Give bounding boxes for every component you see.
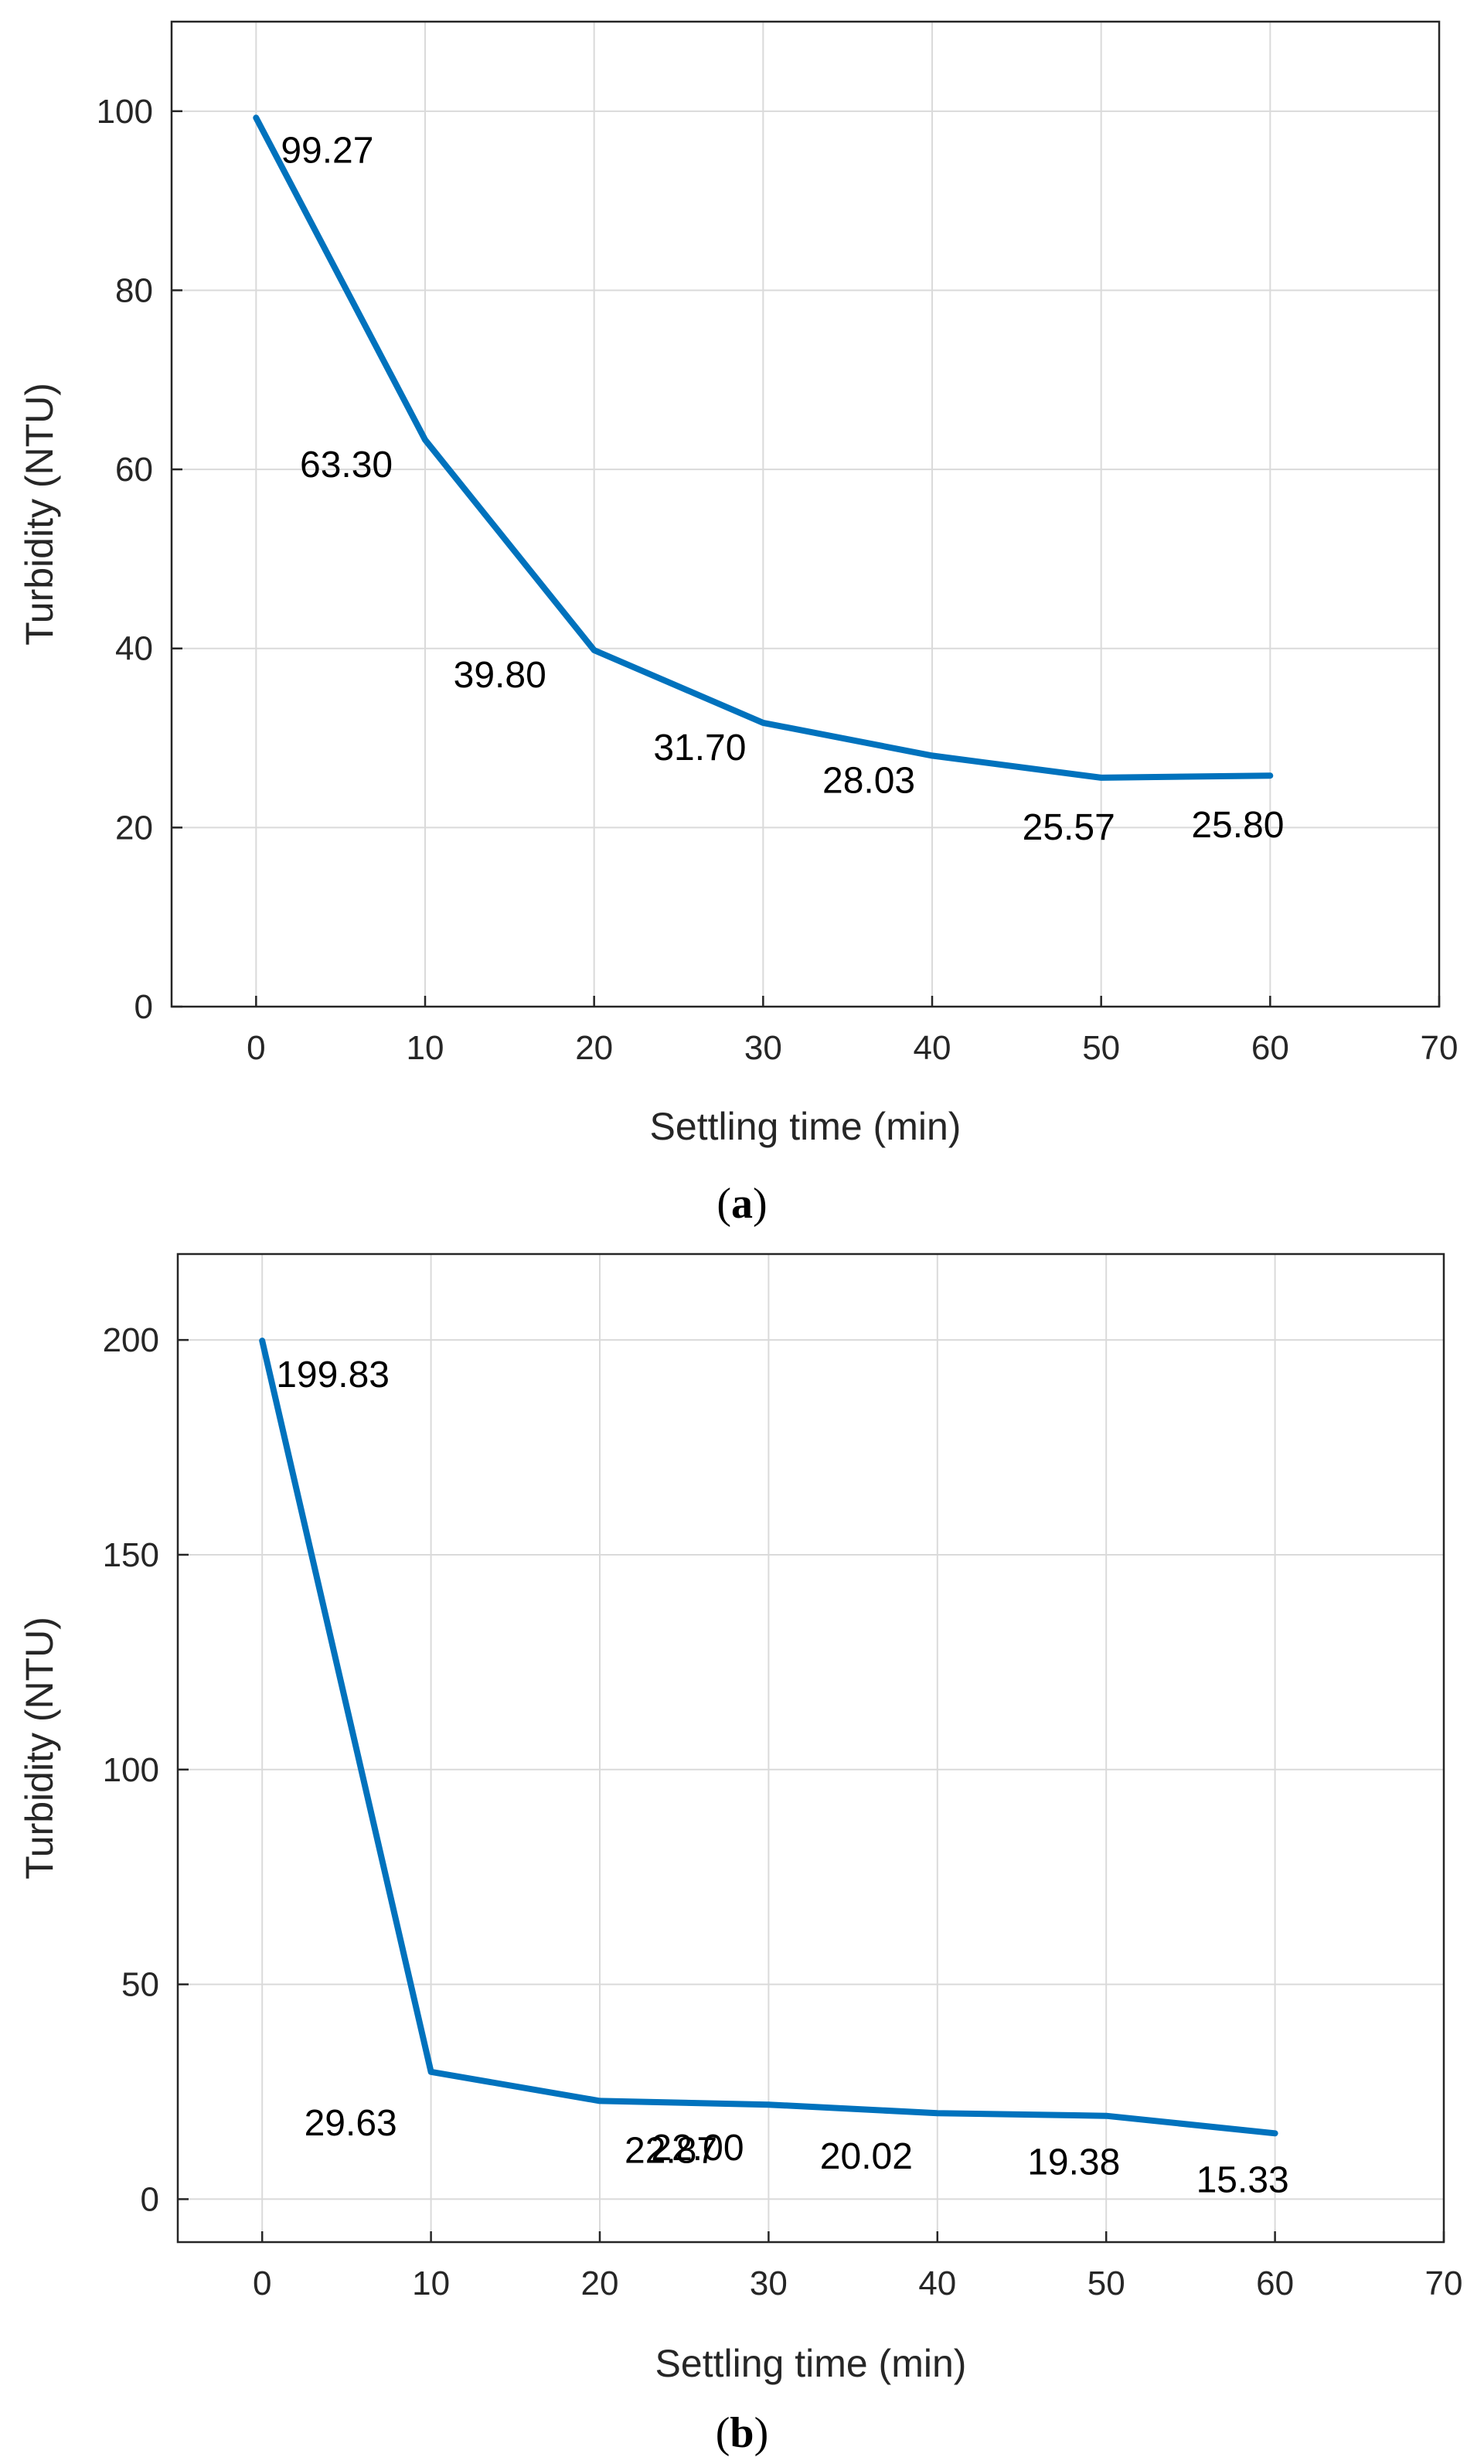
x-tick-label: 70 [1421, 1029, 1458, 1067]
caption-b: (b) [716, 2409, 768, 2457]
x-tick-label: 10 [407, 1029, 444, 1067]
x-tick-label: 0 [253, 2265, 271, 2302]
data-label: 31.70 [653, 728, 746, 769]
x-tick-label: 20 [575, 1029, 613, 1067]
x-tick-label: 50 [1087, 2265, 1125, 2302]
data-labels-a: 99.27 63.30 39.80 31.70 28.03 25.57 25.80 [281, 130, 1284, 848]
data-label: 99.27 [281, 130, 373, 171]
y-tick-label: 150 [103, 1536, 159, 1574]
x-tick-label: 20 [581, 2265, 619, 2302]
chart-panel-b: 0 10 20 30 40 50 60 70 0 50 100 150 200 199.83 29.63… [18, 1252, 1463, 2457]
data-label: 28.03 [822, 760, 915, 801]
grid-a [172, 22, 1440, 1007]
grid-b [178, 1254, 1445, 2242]
turbidity-line-b [259, 1338, 1278, 2137]
y-tick-label: 200 [103, 1321, 159, 1359]
y-tick-label: 40 [115, 630, 153, 668]
x-ticks-a: 0 10 20 30 40 50 60 70 [247, 996, 1458, 1067]
data-label: 63.30 [300, 445, 393, 486]
y-tick-label: 80 [115, 271, 153, 309]
x-axis-title-b: Settling time (min) [655, 2342, 967, 2385]
data-label: 20.02 [820, 2136, 913, 2177]
x-tick-label: 0 [247, 1029, 265, 1067]
data-label: 22.00 [651, 2128, 744, 2169]
y-ticks-b: 0 50 100 150 200 [103, 1321, 189, 2218]
y-tick-label: 0 [134, 988, 153, 1026]
chart-panel-a: 0 10 20 30 40 50 60 70 0 20 40 60 80 100 99.27 63.30 3… [18, 20, 1458, 1228]
y-tick-label: 100 [97, 93, 153, 131]
x-tick-label: 30 [744, 1029, 782, 1067]
x-tick-label: 60 [1256, 2265, 1294, 2302]
caption-a: (a) [716, 1180, 767, 1228]
y-axis-title-b: Turbidity (NTU) [18, 1617, 61, 1880]
y-axis-title-a: Turbidity (NTU) [18, 383, 61, 646]
data-label: 15.33 [1196, 2159, 1289, 2200]
data-label: 199.83 [276, 1355, 390, 1396]
data-label: 29.63 [305, 2103, 397, 2144]
x-tick-label: 70 [1425, 2265, 1463, 2302]
data-label: 22.87 [625, 2130, 717, 2171]
y-tick-label: 60 [115, 451, 153, 489]
data-label: 39.80 [454, 655, 546, 696]
x-tick-label: 10 [412, 2265, 450, 2302]
y-tick-label: 50 [121, 1966, 159, 2004]
data-label: 25.80 [1191, 805, 1284, 846]
x-tick-label: 30 [750, 2265, 788, 2302]
plot-frame-a [170, 20, 1441, 1008]
data-label: 25.57 [1023, 807, 1115, 848]
y-ticks-a: 0 20 40 60 80 100 [97, 93, 182, 1026]
x-tick-label: 60 [1251, 1029, 1289, 1067]
x-tick-label: 40 [918, 2265, 956, 2302]
turbidity-line-a [253, 114, 1274, 781]
x-axis-title-a: Settling time (min) [650, 1105, 962, 1148]
y-tick-label: 0 [141, 2180, 159, 2218]
data-label: 19.38 [1027, 2142, 1120, 2183]
y-tick-label: 20 [115, 809, 153, 847]
x-tick-label: 50 [1082, 1029, 1120, 1067]
y-tick-label: 100 [103, 1751, 159, 1789]
x-tick-label: 40 [914, 1029, 951, 1067]
x-ticks-b: 0 10 20 30 40 50 60 70 [253, 2231, 1463, 2302]
plot-frame-b [176, 1252, 1445, 2244]
